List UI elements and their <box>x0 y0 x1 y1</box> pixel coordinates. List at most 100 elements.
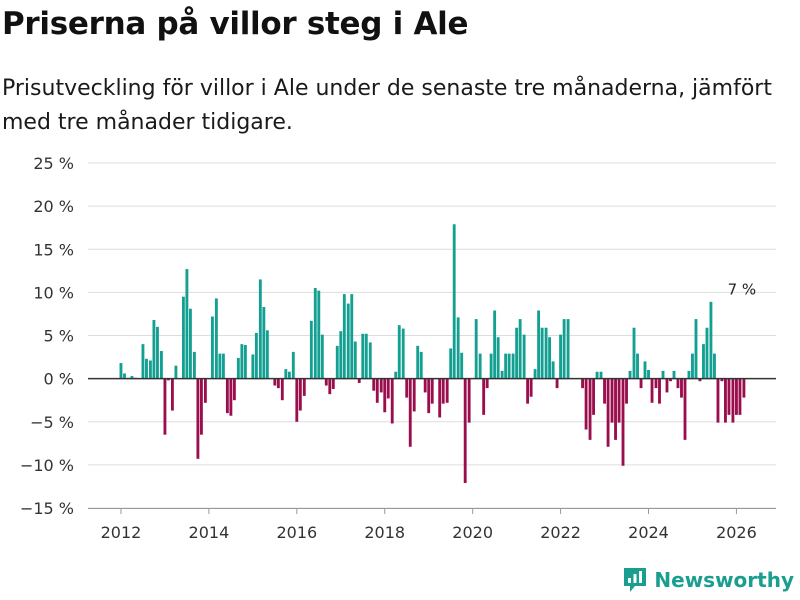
bar <box>687 370 691 379</box>
y-tick-label: −15 % <box>20 499 74 518</box>
bar <box>284 369 288 379</box>
bar <box>445 378 449 403</box>
bar-chart-logo-icon <box>624 568 647 592</box>
bar <box>496 337 500 379</box>
bar <box>559 334 563 379</box>
bar <box>199 378 203 435</box>
bar <box>394 371 398 379</box>
bar <box>456 317 460 379</box>
bar <box>548 337 552 379</box>
bar <box>551 361 555 379</box>
bar <box>738 378 742 415</box>
bar <box>214 298 218 379</box>
bar <box>504 353 508 379</box>
bar <box>562 319 566 379</box>
bars <box>119 224 746 483</box>
bar <box>258 279 262 379</box>
labels: −15 % −10 % −5 % 0 % 5 % 10 % 15 % 20 % 25 % 2012… <box>20 154 757 542</box>
bar <box>720 378 724 382</box>
bar <box>357 378 361 383</box>
bar <box>423 378 427 393</box>
x-tick-label: 2024 <box>628 523 669 542</box>
bar <box>152 319 156 379</box>
bar-chart: −15 % −10 % −5 % 0 % 5 % 10 % 15 % 20 % 25 % 2012… <box>20 154 776 542</box>
bar <box>654 378 658 389</box>
bar <box>643 361 647 379</box>
bar <box>276 378 280 389</box>
bar <box>661 370 665 379</box>
bar <box>401 328 405 379</box>
bar <box>592 378 595 415</box>
bar <box>482 378 486 415</box>
bar <box>511 353 515 379</box>
bar <box>702 344 705 379</box>
bar <box>353 341 357 379</box>
x-tick-label: 2016 <box>276 523 317 542</box>
bar <box>449 348 453 379</box>
bar <box>313 288 317 379</box>
bar <box>364 333 368 379</box>
bar <box>350 294 354 379</box>
x-tick-label: 2026 <box>716 523 757 542</box>
bar <box>243 344 247 379</box>
bar <box>691 353 694 379</box>
last-value-annotation: 7 % <box>728 280 757 298</box>
bar <box>676 378 680 389</box>
bar <box>218 353 222 379</box>
bar <box>192 351 196 379</box>
y-tick-label: −5 % <box>30 413 74 432</box>
bar <box>584 378 588 430</box>
bar <box>416 345 420 379</box>
bar <box>430 378 434 404</box>
bar <box>621 378 625 466</box>
y-tick-label: 15 % <box>33 240 74 259</box>
bar <box>427 378 431 414</box>
bar <box>273 378 277 386</box>
bar <box>295 378 299 422</box>
bar <box>452 224 456 379</box>
x-tick-label: 2014 <box>189 523 230 542</box>
bar <box>372 378 376 391</box>
bar <box>639 378 643 389</box>
bar <box>683 378 687 440</box>
bar <box>324 378 328 386</box>
bar <box>529 378 533 397</box>
bar <box>342 294 346 379</box>
bar <box>463 378 467 483</box>
x-tick-label: 2012 <box>101 523 142 542</box>
bar <box>397 325 401 379</box>
bar <box>331 378 335 389</box>
bar <box>478 353 482 379</box>
bar <box>174 365 178 379</box>
bar <box>123 373 126 379</box>
brand-logo[interactable]: Newsworthy <box>622 566 794 594</box>
bar <box>419 351 423 379</box>
bar <box>533 369 537 379</box>
bar <box>386 378 390 399</box>
bar <box>694 319 698 379</box>
bar <box>614 378 617 440</box>
bar <box>375 378 379 403</box>
bar <box>555 378 559 389</box>
bar <box>251 354 255 379</box>
bar <box>320 334 324 379</box>
bar <box>489 353 493 379</box>
bar <box>167 378 170 381</box>
bar <box>302 378 306 396</box>
bar <box>130 376 134 379</box>
bar <box>262 307 266 379</box>
bar <box>229 378 233 416</box>
bar <box>119 363 123 379</box>
bar <box>335 345 339 379</box>
bar <box>606 378 610 447</box>
brand-name: Newsworthy <box>654 568 794 592</box>
bar <box>379 378 383 393</box>
bar <box>185 269 189 379</box>
bar <box>225 378 229 414</box>
bar <box>522 334 526 379</box>
y-tick-label: 20 % <box>33 197 74 216</box>
bar <box>636 353 639 379</box>
y-tick-label: −10 % <box>20 456 74 475</box>
bar <box>156 326 159 379</box>
bar <box>291 351 295 379</box>
